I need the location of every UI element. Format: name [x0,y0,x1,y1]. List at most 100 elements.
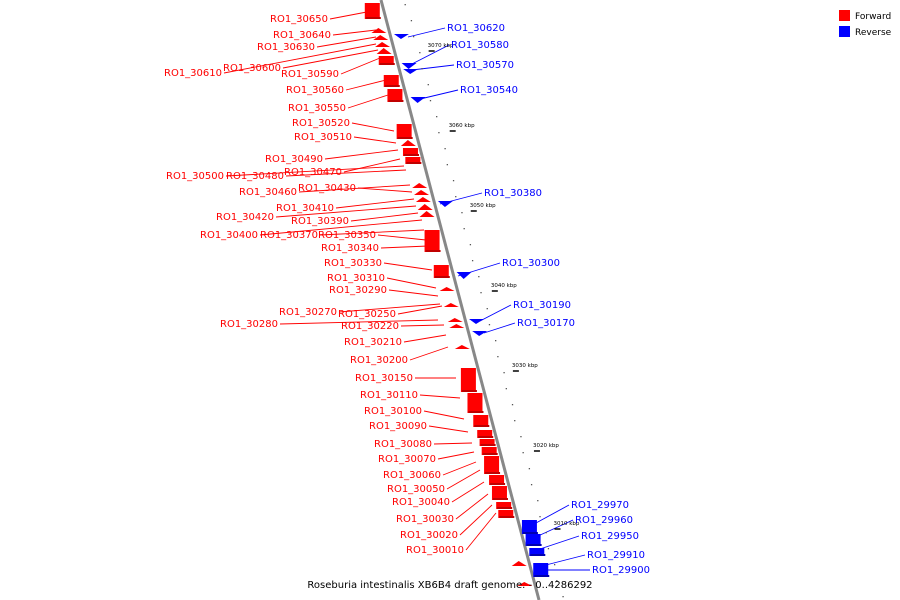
forward-gene-label[interactable]: RO1_30310 [327,273,385,284]
forward-gene-label[interactable]: RO1_30590 [281,69,339,80]
forward-gene[interactable] [405,157,421,164]
reverse-gene-label[interactable]: RO1_30580 [451,40,509,51]
forward-gene[interactable] [511,561,527,566]
reverse-gene[interactable] [437,201,453,207]
forward-gene[interactable] [419,211,435,217]
forward-gene-label[interactable]: RO1_30650 [270,14,328,25]
reverse-gene[interactable] [533,563,549,577]
forward-gene[interactable] [402,148,418,156]
forward-gene[interactable] [477,430,493,438]
forward-gene[interactable] [400,140,416,146]
forward-gene-label[interactable]: RO1_30070 [378,454,436,465]
forward-gene-label[interactable]: RO1_30460 [239,187,297,198]
forward-gene-label[interactable]: RO1_30330 [324,258,382,269]
forward-gene[interactable] [373,35,389,40]
forward-gene-label[interactable]: RO1_30350 [318,230,376,241]
forward-gene[interactable] [467,393,483,413]
forward-gene-label[interactable]: RO1_30640 [273,30,331,41]
reverse-gene-label[interactable]: RO1_29970 [571,500,629,511]
forward-gene[interactable] [371,28,387,33]
reverse-gene[interactable] [410,97,426,103]
forward-gene[interactable] [473,415,489,427]
forward-gene[interactable] [378,56,394,65]
forward-gene[interactable] [433,265,449,278]
forward-gene-label[interactable]: RO1_30340 [321,243,379,254]
forward-gene[interactable] [417,204,433,210]
forward-gene[interactable] [396,124,412,139]
reverse-gene[interactable] [521,520,537,534]
forward-gene-label[interactable]: RO1_30200 [350,355,408,366]
forward-gene[interactable] [484,456,500,474]
reverse-gene[interactable] [468,319,484,324]
reverse-gene[interactable] [393,34,409,39]
reverse-gene-label[interactable]: RO1_30170 [517,318,575,329]
forward-gene[interactable] [387,89,403,102]
forward-gene-label[interactable]: RO1_30080 [374,439,432,450]
forward-gene[interactable] [498,510,514,518]
forward-gene-label[interactable]: RO1_30250 [338,309,396,320]
reverse-gene[interactable] [525,534,541,546]
forward-gene-label[interactable]: RO1_30560 [286,85,344,96]
forward-gene-label[interactable]: RO1_30040 [392,497,450,508]
forward-gene-label[interactable]: RO1_30490 [265,154,323,165]
reverse-gene-label[interactable]: RO1_30540 [460,85,518,96]
forward-gene-label[interactable]: RO1_30500 [166,171,224,182]
forward-gene-label[interactable]: RO1_30550 [288,103,346,114]
forward-gene[interactable] [424,230,440,252]
forward-gene[interactable] [439,287,455,291]
forward-gene-label[interactable]: RO1_30480 [226,171,284,182]
forward-gene-label[interactable]: RO1_30010 [406,545,464,556]
forward-gene[interactable] [376,48,392,54]
forward-gene-label[interactable]: RO1_30020 [400,530,458,541]
forward-gene-label[interactable]: RO1_30100 [364,406,422,417]
forward-gene[interactable] [364,3,380,19]
forward-gene-label[interactable]: RO1_30280 [220,319,278,330]
forward-gene[interactable] [414,190,430,195]
forward-gene[interactable] [415,197,431,202]
reverse-gene-label[interactable]: RO1_30190 [513,300,571,311]
reverse-gene[interactable] [403,69,419,74]
forward-gene[interactable] [412,183,428,188]
forward-gene[interactable] [481,447,497,455]
forward-gene-label[interactable]: RO1_30410 [276,203,334,214]
forward-gene[interactable] [460,368,476,392]
forward-gene[interactable] [491,486,507,500]
forward-gene-label[interactable]: RO1_30220 [341,321,399,332]
forward-gene[interactable] [375,42,391,47]
forward-gene-label[interactable]: RO1_30430 [298,183,356,194]
reverse-gene-label[interactable]: RO1_30570 [456,60,514,71]
forward-gene-label[interactable]: RO1_30420 [216,212,274,223]
reverse-gene-label[interactable]: RO1_29910 [587,550,645,561]
reverse-gene[interactable] [456,272,472,279]
forward-gene-label[interactable]: RO1_30600 [223,63,281,74]
reverse-gene[interactable] [472,331,488,336]
reverse-gene-label[interactable]: RO1_29960 [575,515,633,526]
forward-gene-label[interactable]: RO1_30060 [383,470,441,481]
forward-gene-label[interactable]: RO1_30390 [291,216,349,227]
forward-gene-label[interactable]: RO1_30470 [284,167,342,178]
forward-gene-label[interactable]: RO1_30610 [164,68,222,79]
reverse-gene-label[interactable]: RO1_29950 [581,531,639,542]
forward-gene-label[interactable]: RO1_30210 [344,337,402,348]
forward-gene-label[interactable]: RO1_30110 [360,390,418,401]
forward-gene-label[interactable]: RO1_30150 [355,373,413,384]
forward-gene-label[interactable]: RO1_30630 [257,42,315,53]
forward-gene[interactable] [443,303,459,307]
forward-gene[interactable] [454,345,470,349]
reverse-gene-label[interactable]: RO1_29900 [592,565,650,576]
forward-gene[interactable] [517,582,533,586]
reverse-gene-label[interactable]: RO1_30620 [447,23,505,34]
forward-gene-label[interactable]: RO1_30510 [294,132,352,143]
forward-gene-label[interactable]: RO1_30290 [329,285,387,296]
forward-gene[interactable] [479,439,495,446]
forward-gene[interactable] [449,324,465,328]
forward-gene-label[interactable]: RO1_30050 [387,484,445,495]
reverse-gene-label[interactable]: RO1_30300 [502,258,560,269]
forward-gene-label[interactable]: RO1_30400 [200,230,258,241]
forward-gene[interactable] [489,475,505,485]
forward-gene-label[interactable]: RO1_30030 [396,514,454,525]
forward-gene-label[interactable]: RO1_30520 [292,118,350,129]
forward-gene[interactable] [496,502,512,509]
reverse-gene-label[interactable]: RO1_30380 [484,188,542,199]
forward-gene[interactable] [447,318,463,322]
